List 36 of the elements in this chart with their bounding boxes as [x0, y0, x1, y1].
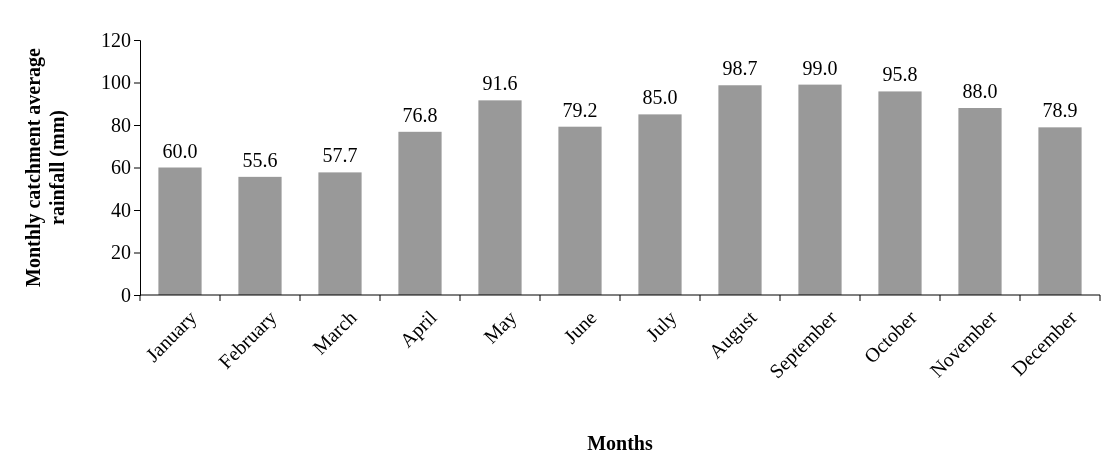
bar	[878, 91, 922, 295]
bar	[318, 172, 362, 295]
bar	[158, 167, 202, 295]
y-tick-label: 0	[121, 283, 131, 306]
bar	[1038, 127, 1082, 295]
data-label: 79.2	[562, 98, 598, 121]
bar	[638, 114, 682, 295]
y-axis-title: Monthly catchment average rainfall (mm)	[22, 47, 69, 287]
data-label: 88.0	[962, 80, 998, 102]
y-tick-label: 120	[101, 28, 131, 51]
data-label: 60.0	[162, 139, 198, 162]
y-tick-label: 20	[111, 241, 131, 264]
data-label: 57.7	[322, 144, 358, 167]
bar	[558, 126, 602, 295]
data-label: 98.7	[722, 57, 758, 80]
y-tick-label: 80	[111, 113, 131, 136]
y-tick-label: 60	[111, 156, 131, 179]
y-tick-label: 40	[111, 198, 131, 221]
data-label: 91.6	[482, 72, 518, 95]
x-axis-title: Months	[587, 432, 653, 454]
x-tick-label: June	[559, 306, 601, 348]
y-tick-label: 100	[101, 71, 131, 94]
x-tick-label: May	[479, 306, 522, 349]
bar	[958, 108, 1002, 295]
bar	[398, 131, 442, 295]
data-label: 78.9	[1042, 99, 1078, 122]
bar	[238, 176, 282, 295]
bar	[798, 84, 842, 295]
data-label: 99.0	[802, 56, 838, 79]
data-label: 95.8	[882, 63, 918, 86]
data-label: 76.8	[402, 103, 438, 126]
data-label: 55.6	[242, 148, 278, 171]
x-tick-label: July	[641, 306, 682, 347]
bar	[718, 85, 762, 295]
bar	[478, 100, 522, 295]
data-label: 85.0	[642, 86, 678, 109]
